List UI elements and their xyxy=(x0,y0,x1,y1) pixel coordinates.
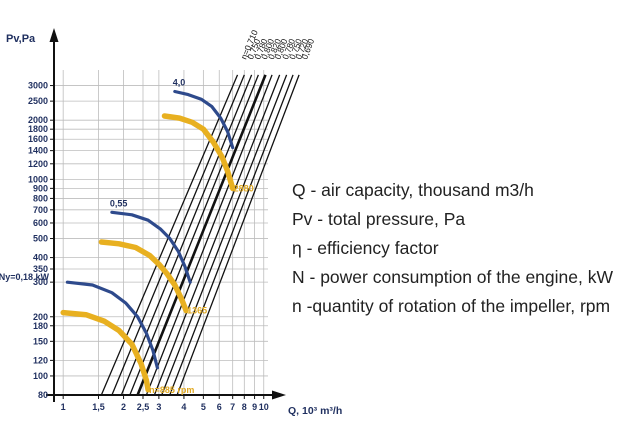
y-tick-label: 400 xyxy=(33,253,48,263)
speed-curve xyxy=(60,309,151,393)
x-tick-label: 6 xyxy=(217,402,222,412)
y-tick-label: 80 xyxy=(38,390,48,400)
y-tick-label: 1600 xyxy=(28,134,48,144)
legend-power: N - power consumption of the engine, kW xyxy=(292,267,613,287)
efficiency-line xyxy=(145,74,273,395)
legend: Q - air capacity, thousand m3/h Pv - tot… xyxy=(292,176,622,321)
power-curve xyxy=(65,280,159,370)
legend-rpm: n -quantity of rotation of the impeller,… xyxy=(292,296,611,316)
efficiency-line xyxy=(136,74,267,395)
legend-eta: η - efficiency factor xyxy=(292,238,439,258)
efficiency-line xyxy=(100,74,239,395)
y-tick-label: 350 xyxy=(33,264,48,274)
x-tick-label: 1,5 xyxy=(92,402,105,412)
grid xyxy=(50,70,268,399)
y-tick-label: 700 xyxy=(33,205,48,215)
efficiency-line xyxy=(120,74,253,395)
efficiency-line xyxy=(111,74,245,395)
power-label: 0,55 xyxy=(110,198,128,208)
y-tick-label: 1400 xyxy=(28,146,48,156)
y-tick-label: 100 xyxy=(33,371,48,381)
performance-curves xyxy=(60,89,236,393)
x-tick-label: 7 xyxy=(230,402,235,412)
x-tick-label: 10 xyxy=(259,402,269,412)
y-tick-label: 600 xyxy=(33,218,48,228)
speed-label: n=885 rpm xyxy=(149,385,194,395)
power-label: Ny=0,18 kW xyxy=(0,272,50,282)
y-tick-label: 2500 xyxy=(28,96,48,106)
x-tick-label: 4 xyxy=(181,402,186,412)
annotations: η=0,7100,7500,7800,8000,8200,8000,7800,7… xyxy=(0,28,316,395)
y-tick-label: 500 xyxy=(33,234,48,244)
axes xyxy=(46,28,286,402)
x-tick-label: 1 xyxy=(61,402,66,412)
efficiency-line xyxy=(169,74,294,395)
y-tick-label: 1000 xyxy=(28,174,48,184)
power-curve xyxy=(173,89,235,150)
y-tick-label: 2000 xyxy=(28,115,48,125)
x-tick-label: 2 xyxy=(121,402,126,412)
y-tick-label: 3000 xyxy=(28,81,48,91)
legend-pv: Pv - total pressure, Pa xyxy=(292,209,466,229)
speed-label: 2880 xyxy=(234,183,254,193)
y-tick-label: 1800 xyxy=(28,124,48,134)
x-tick-label: 9 xyxy=(252,402,257,412)
y-axis-label: Pv,Pa xyxy=(6,33,36,45)
efficiency-line xyxy=(153,74,281,395)
x-axis-label: Q, 10³ m³/h xyxy=(288,405,342,417)
speed-curve xyxy=(161,113,236,192)
efficiency-line xyxy=(161,74,288,395)
y-axis-arrow xyxy=(49,28,59,42)
x-tick-label: 8 xyxy=(242,402,247,412)
speed-curve xyxy=(98,239,189,314)
y-tick-label: 150 xyxy=(33,336,48,346)
legend-q: Q - air capacity, thousand m3/h xyxy=(292,180,534,200)
y-tick-label: 900 xyxy=(33,183,48,193)
x-tick-label: 2,5 xyxy=(137,402,150,412)
power-label: 4,0 xyxy=(173,77,186,87)
y-tick-label: 120 xyxy=(33,355,48,365)
y-tick-label: 200 xyxy=(33,312,48,322)
x-tick-label: 5 xyxy=(201,402,206,412)
efficiency-line xyxy=(176,74,300,395)
power-curve xyxy=(110,210,192,284)
y-tick-label: 1200 xyxy=(28,159,48,169)
x-tick-label: 3 xyxy=(156,402,161,412)
y-tick-label: 300 xyxy=(33,277,48,287)
x-axis-arrow xyxy=(272,390,286,400)
speed-label: 1365 xyxy=(187,306,207,316)
y-tick-label: 180 xyxy=(33,321,48,331)
y-tick-label: 800 xyxy=(33,193,48,203)
